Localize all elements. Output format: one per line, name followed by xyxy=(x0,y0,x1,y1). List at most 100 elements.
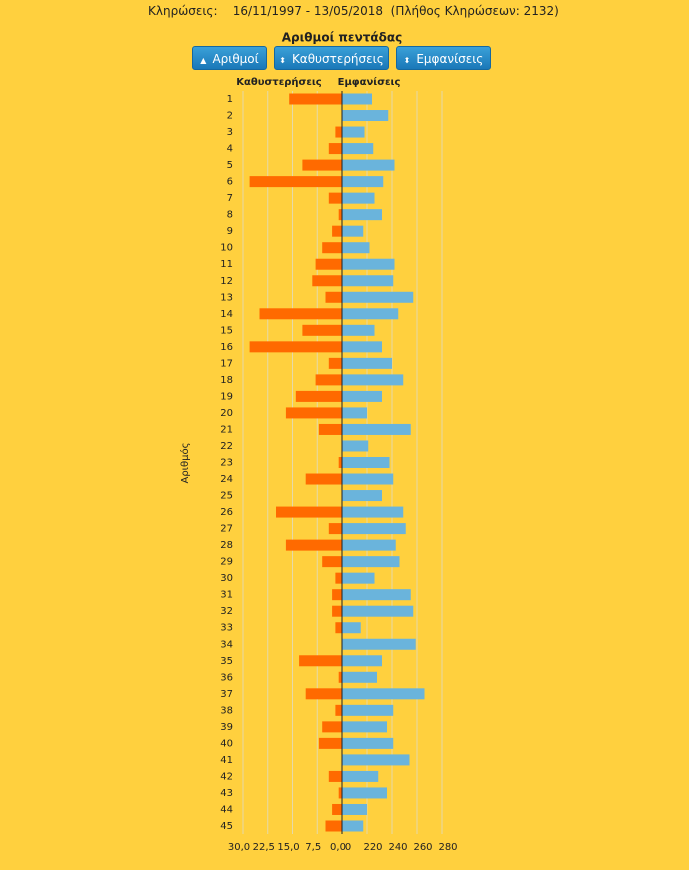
y-tick-label: 21 xyxy=(220,424,233,435)
bar xyxy=(342,423,411,435)
bar xyxy=(295,390,342,402)
bar xyxy=(305,688,342,700)
bar xyxy=(249,341,342,353)
x-tick-label: 280 xyxy=(438,842,457,853)
bar xyxy=(318,423,342,435)
x-tick-label: 7,5 xyxy=(305,842,321,853)
header-label: Κληρώσεις: xyxy=(148,4,218,18)
bar xyxy=(302,324,342,336)
y-tick-label: 25 xyxy=(220,491,233,502)
bar xyxy=(342,93,372,105)
bar xyxy=(342,357,392,369)
y-tick-label: 27 xyxy=(220,524,233,535)
bar xyxy=(342,407,367,419)
y-tick-label: 13 xyxy=(220,292,233,303)
bar xyxy=(338,209,342,221)
y-tick-label: 32 xyxy=(220,606,233,617)
header-text: 16/11/1997 - 13/05/2018 (Πλήθος Κληρώσεω… xyxy=(232,4,559,18)
bar xyxy=(322,721,342,733)
x-tick-label: 260 xyxy=(413,842,432,853)
bar xyxy=(342,176,384,188)
bar xyxy=(332,589,342,601)
y-tick-label: 34 xyxy=(220,639,233,650)
button-label: Εμφανίσεις xyxy=(416,52,484,66)
y-tick-label: 42 xyxy=(220,771,233,782)
bar xyxy=(322,556,342,568)
bar xyxy=(335,704,342,716)
bar xyxy=(342,275,394,287)
x-tick-label: 30,0 xyxy=(228,842,250,853)
y-tick-label: 18 xyxy=(220,375,233,386)
y-tick-label: 2 xyxy=(227,111,233,122)
y-tick-label: 38 xyxy=(220,705,233,716)
y-tick-label: 12 xyxy=(220,276,233,287)
bar xyxy=(342,622,361,634)
x-tick-label: 220 xyxy=(363,842,382,853)
sort-button[interactable]: ⬍ Εμφανίσεις xyxy=(396,46,491,70)
y-tick-label: 14 xyxy=(220,309,233,320)
x-tick-label: 0 xyxy=(345,842,351,853)
bar xyxy=(335,126,342,138)
y-tick-label: 4 xyxy=(227,144,233,155)
bar xyxy=(332,803,342,815)
bar xyxy=(259,308,342,320)
bar xyxy=(332,225,342,237)
bar xyxy=(322,242,342,254)
y-tick-label: 3 xyxy=(227,127,233,138)
y-tick-label: 45 xyxy=(220,821,233,832)
y-tick-label: 7 xyxy=(227,193,233,204)
bar xyxy=(328,357,342,369)
bar xyxy=(342,440,369,452)
bar xyxy=(325,291,342,303)
y-tick-label: 1 xyxy=(227,94,233,105)
y-tick-label: 22 xyxy=(220,441,233,452)
sort-button[interactable]: ⬍ Καθυστερήσεις xyxy=(274,46,389,70)
bar xyxy=(332,605,342,617)
bar xyxy=(325,820,342,832)
bar xyxy=(285,539,342,551)
y-tick-label: 29 xyxy=(220,557,233,568)
chart-title: Αριθμοί πεντάδας xyxy=(282,31,403,45)
bar xyxy=(328,770,342,782)
bar xyxy=(342,605,414,617)
y-tick-label: 19 xyxy=(220,391,233,402)
bar xyxy=(302,159,342,171)
bar xyxy=(342,704,394,716)
y-tick-label: 31 xyxy=(220,590,233,601)
y-tick-label: 17 xyxy=(220,358,233,369)
bar xyxy=(289,93,342,105)
sort-button[interactable]: ▲ Αριθμοί xyxy=(192,46,267,70)
bar xyxy=(342,159,395,171)
bar xyxy=(342,242,370,254)
bar xyxy=(318,737,342,749)
y-tick-label: 6 xyxy=(227,177,233,188)
button-label: Καθυστερήσεις xyxy=(291,52,384,66)
bar xyxy=(342,110,389,122)
bar xyxy=(342,192,375,204)
bar xyxy=(342,770,379,782)
bar xyxy=(342,291,414,303)
bar xyxy=(338,787,342,799)
bar xyxy=(285,407,342,419)
y-tick-label: 10 xyxy=(220,243,233,254)
bar xyxy=(342,143,374,155)
bar xyxy=(342,820,364,832)
bar xyxy=(328,143,342,155)
x-tick-label: 0,0 xyxy=(330,842,346,853)
y-tick-label: 30 xyxy=(220,573,233,584)
bar xyxy=(315,374,342,386)
bar xyxy=(342,523,406,535)
y-tick-label: 41 xyxy=(220,755,233,766)
x-tick-label: 240 xyxy=(388,842,407,853)
y-tick-label: 37 xyxy=(220,689,233,700)
bar xyxy=(335,622,342,634)
y-tick-label: 43 xyxy=(220,788,233,799)
bar xyxy=(342,126,365,138)
y-tick-label: 40 xyxy=(220,738,233,749)
y-tick-label: 39 xyxy=(220,722,233,733)
bar xyxy=(249,176,342,188)
bar xyxy=(342,308,399,320)
bar xyxy=(342,688,425,700)
y-axis-label: Αριθμός xyxy=(179,442,191,483)
